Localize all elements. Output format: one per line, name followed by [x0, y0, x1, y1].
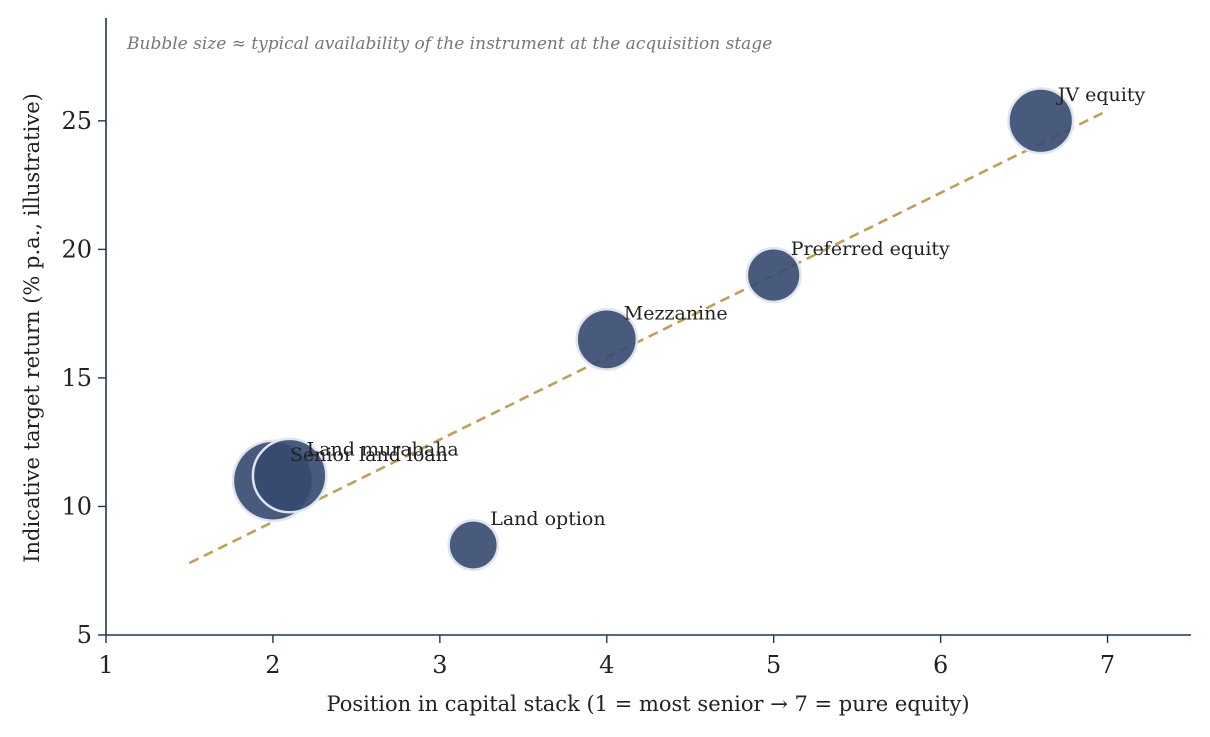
bubble-label-1: Land murabaha: [307, 439, 459, 461]
x-axis-label: Position in capital stack (1 = most seni…: [326, 692, 969, 716]
chart-subtitle: Bubble size ≈ typical availability of th…: [126, 34, 772, 54]
x-tick-label: 3: [432, 651, 447, 679]
bubble-2: [447, 519, 500, 571]
bubble-1: [251, 437, 328, 514]
y-tick-label: 10: [61, 492, 92, 520]
y-tick-label: 5: [77, 621, 92, 649]
bubble-5: [1007, 87, 1075, 155]
x-tick-label: 7: [1100, 651, 1115, 679]
y-tick-label: 20: [61, 235, 92, 263]
bubble-4: [745, 247, 802, 304]
bubble-label-3: Mezzanine: [624, 302, 728, 324]
x-tick-label: 1: [98, 651, 113, 679]
bubble-3: [575, 308, 639, 371]
bubble-label-0: Senior land loan: [290, 444, 448, 466]
trend-line: [188, 109, 1109, 565]
y-axis-label: Indicative target return (% p.a., illust…: [20, 93, 44, 563]
x-tick-label: 6: [933, 651, 948, 679]
bubble-label-4: Preferred equity: [791, 238, 950, 260]
bubble-label-2: Land option: [490, 508, 605, 530]
x-tick-label: 2: [265, 651, 280, 679]
x-tick-label: 4: [599, 651, 614, 679]
y-tick-label: 15: [61, 364, 92, 392]
y-tick-label: 25: [61, 107, 92, 135]
bubble-label-5: JV equity: [1056, 84, 1146, 106]
x-tick-label: 5: [766, 651, 781, 679]
